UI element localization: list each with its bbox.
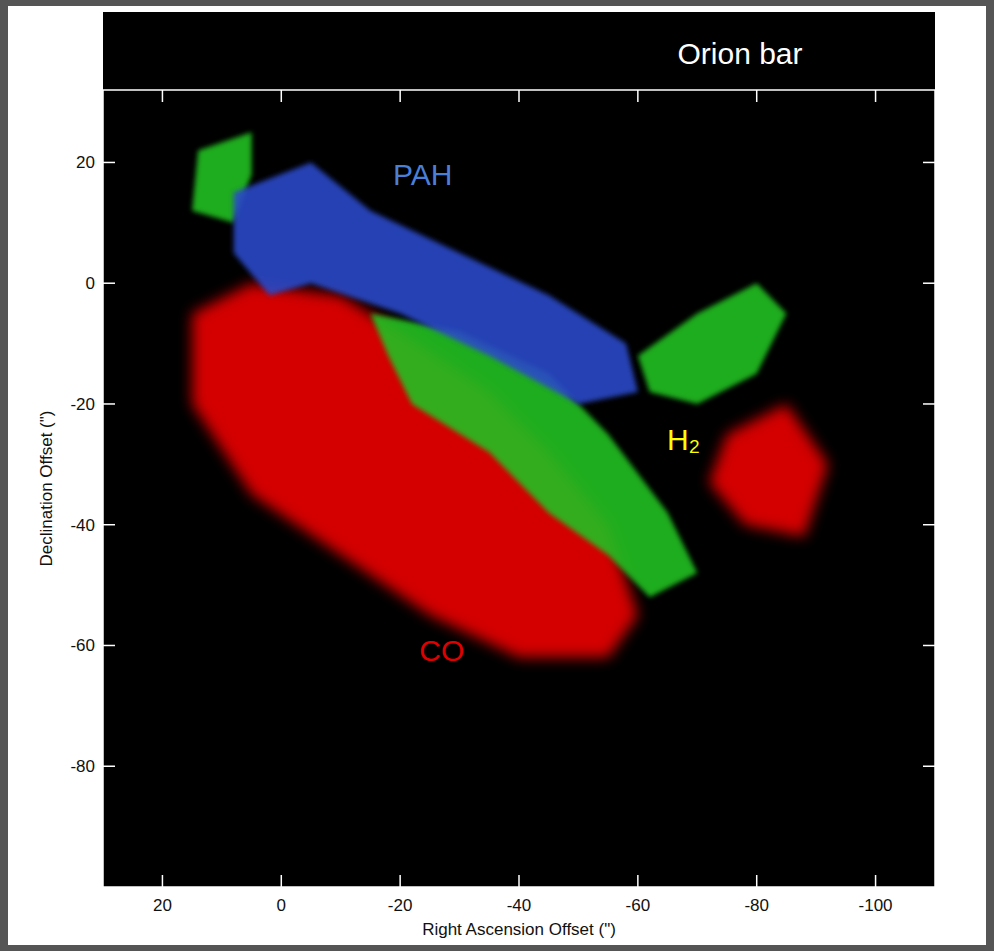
y-tick xyxy=(923,162,935,164)
frame xyxy=(103,90,935,887)
y-tick xyxy=(923,282,935,284)
chart: 20 0 -20 -40 -60 -80 -100 20 0 -20 -40 -60 -80 Right … xyxy=(0,0,994,951)
x-tick xyxy=(756,90,758,102)
emission-region xyxy=(234,163,638,405)
regions xyxy=(192,132,828,657)
y-tick xyxy=(103,645,115,647)
y-tick-label: 0 xyxy=(86,274,95,293)
y-tick xyxy=(103,765,115,767)
x-tick xyxy=(756,875,758,887)
y-tick-label: -60 xyxy=(70,636,95,655)
y-tick xyxy=(103,524,115,526)
y-tick xyxy=(103,282,115,284)
y-tick xyxy=(923,524,935,526)
y-tick xyxy=(923,403,935,405)
x-tick-label: 0 xyxy=(277,896,286,915)
title: Orion bar xyxy=(677,37,802,70)
image-background xyxy=(103,12,935,887)
x-tick-label: -100 xyxy=(859,896,893,915)
y-tick-label: -20 xyxy=(70,395,95,414)
y-tick-label: -80 xyxy=(70,757,95,776)
y-tick-label: 20 xyxy=(76,153,95,172)
y-tick xyxy=(103,403,115,405)
x-tick xyxy=(637,875,639,887)
panel xyxy=(8,6,986,945)
x-tick xyxy=(162,90,164,102)
x-tick-label: -20 xyxy=(388,896,413,915)
x-tick xyxy=(518,875,520,887)
x-tick xyxy=(399,875,401,887)
x-tick-label: -40 xyxy=(507,896,532,915)
border xyxy=(0,0,994,951)
x-tick xyxy=(518,90,520,102)
x-tick-label: -80 xyxy=(744,896,769,915)
x-tick xyxy=(162,875,164,887)
y-tick xyxy=(923,765,935,767)
region-label: CO xyxy=(419,634,464,667)
emission-region xyxy=(709,404,828,537)
x-tick xyxy=(399,90,401,102)
x-tick xyxy=(281,90,283,102)
y-tick xyxy=(103,162,115,164)
y-tick xyxy=(923,645,935,647)
y-axis-title: Declination Offset (") xyxy=(37,411,56,567)
region-label: H₂ xyxy=(667,423,700,456)
x-tick xyxy=(637,90,639,102)
x-tick xyxy=(875,90,877,102)
x-tick-label: -60 xyxy=(626,896,651,915)
x-tick xyxy=(875,875,877,887)
y-tick-label: -40 xyxy=(70,516,95,535)
region-label: PAH xyxy=(393,158,452,191)
x-axis-title: Right Ascension Offset (") xyxy=(422,920,616,939)
x-tick-label: 20 xyxy=(153,896,172,915)
emission-region xyxy=(638,283,787,404)
x-tick xyxy=(281,875,283,887)
